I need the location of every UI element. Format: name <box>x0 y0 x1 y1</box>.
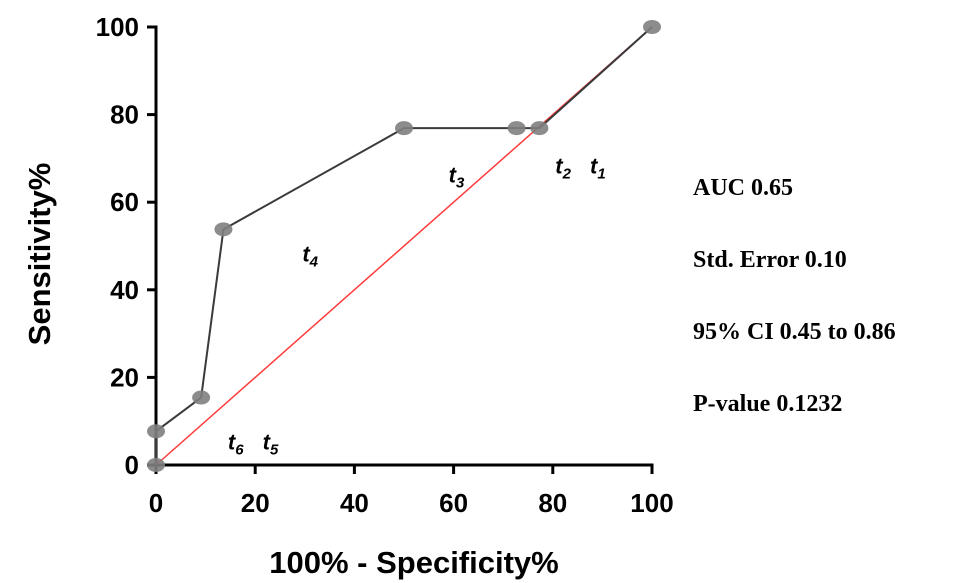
std-error-text: Std. Error 0.10 <box>693 247 847 273</box>
annotation-t3: t3 <box>449 162 465 191</box>
roc-point <box>147 458 165 472</box>
roc-point <box>147 424 165 439</box>
auc-text: AUC 0.65 <box>693 175 793 201</box>
annotation-t1: t1 <box>590 154 606 183</box>
y-tick-label: 80 <box>110 100 139 130</box>
roc-point <box>507 121 526 136</box>
p-value-text: P-value 0.1232 <box>693 391 843 417</box>
annotation-t5: t5 <box>263 430 279 459</box>
annotations: t1 t2 t3 t4 t5 t6 <box>228 154 606 459</box>
x-tick-label: 60 <box>439 488 468 518</box>
y-tick-label: 40 <box>110 275 139 305</box>
annotation-t2: t2 <box>555 154 571 183</box>
x-tick-label: 40 <box>340 488 369 518</box>
tick-labels: 0 20 40 60 80 100 0 20 40 60 80 100 <box>96 12 674 518</box>
roc-series <box>147 20 661 472</box>
x-tick-label: 0 <box>149 488 163 518</box>
y-tick-label: 0 <box>125 450 139 480</box>
x-tick-label: 100 <box>630 488 673 518</box>
annotation-t6: t6 <box>228 430 244 459</box>
roc-point <box>192 390 211 405</box>
x-axis-title: 100% - Specificity% <box>269 545 558 580</box>
y-tick-label: 60 <box>110 187 139 217</box>
roc-point <box>395 121 413 136</box>
roc-point <box>643 20 661 34</box>
y-tick-label: 100 <box>96 12 139 42</box>
roc-point <box>530 121 549 136</box>
ci-text: 95% CI 0.45 to 0.86 <box>693 319 896 345</box>
axes <box>147 25 654 474</box>
x-tick-label: 80 <box>538 488 567 518</box>
y-tick-label: 20 <box>110 362 139 392</box>
x-tick-label: 20 <box>241 488 270 518</box>
stats-panel: AUC 0.65 Std. Error 0.10 95% CI 0.45 to … <box>693 170 896 458</box>
annotation-t4: t4 <box>302 241 318 270</box>
y-axis-title: Sensitivity% <box>22 163 57 346</box>
roc-point <box>214 222 233 237</box>
